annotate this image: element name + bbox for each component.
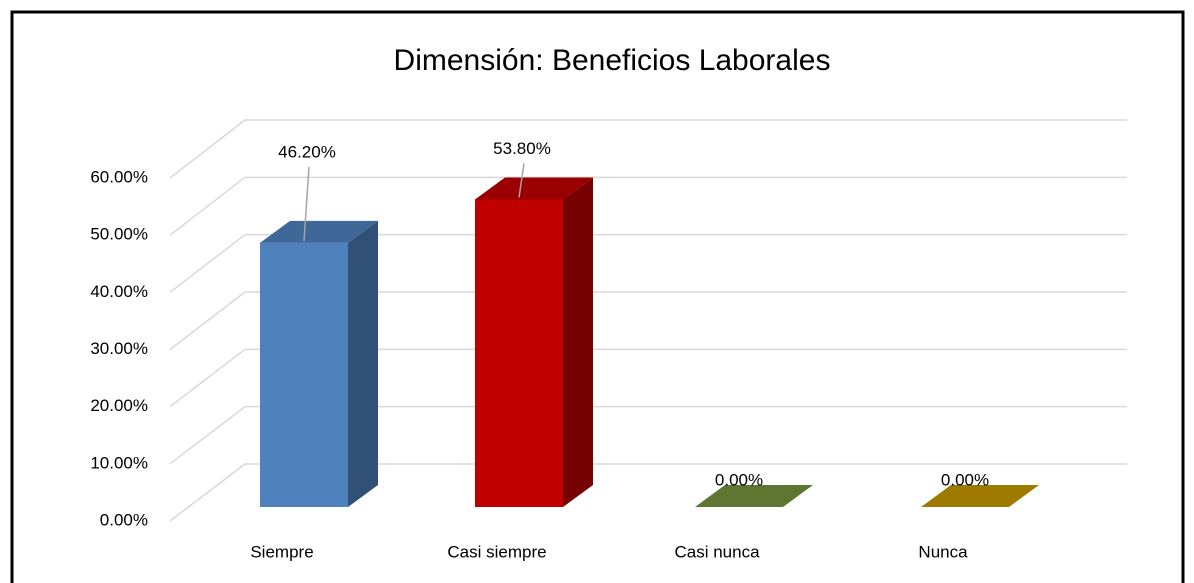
data-label: 0.00% bbox=[941, 470, 989, 489]
data-label: 53.80% bbox=[493, 139, 551, 158]
x-tick-label: Siempre bbox=[250, 542, 313, 561]
x-tick-label: Casi siempre bbox=[447, 542, 546, 561]
y-tick-label: 50.00% bbox=[90, 225, 148, 244]
grid-line-side bbox=[169, 463, 246, 522]
grid-line-side bbox=[169, 234, 246, 293]
y-tick-label: 0.00% bbox=[100, 510, 148, 529]
y-tick-label: 60.00% bbox=[90, 167, 148, 186]
y-tick-label: 10.00% bbox=[90, 453, 148, 472]
bar-top bbox=[475, 177, 593, 200]
bar-side bbox=[563, 177, 593, 507]
grid-line-side bbox=[169, 176, 246, 236]
bar-top bbox=[695, 485, 813, 507]
bar-top bbox=[260, 220, 378, 243]
bar-front bbox=[260, 242, 348, 507]
y-tick-label: 20.00% bbox=[90, 396, 148, 415]
y-tick-label: 40.00% bbox=[90, 282, 148, 301]
grid-line-side bbox=[169, 291, 246, 351]
grid-line-side bbox=[169, 348, 246, 408]
bar bbox=[921, 485, 1039, 507]
bar bbox=[695, 485, 813, 507]
bar-front bbox=[475, 199, 563, 507]
bar-top bbox=[921, 485, 1039, 507]
x-tick-label: Nunca bbox=[918, 542, 968, 561]
chart-title: Dimensión: Beneficios Laborales bbox=[394, 44, 831, 77]
leader-line bbox=[518, 163, 525, 198]
leader-line bbox=[303, 166, 310, 241]
grid-line-side bbox=[169, 406, 246, 465]
bar-side bbox=[348, 220, 378, 507]
x-tick-label: Casi nunca bbox=[674, 542, 760, 561]
y-tick-label: 30.00% bbox=[90, 339, 148, 358]
bar bbox=[475, 177, 593, 507]
grid-line-side bbox=[169, 119, 246, 179]
bar bbox=[260, 220, 378, 507]
data-label: 0.00% bbox=[715, 470, 763, 489]
data-label: 46.20% bbox=[278, 142, 336, 161]
